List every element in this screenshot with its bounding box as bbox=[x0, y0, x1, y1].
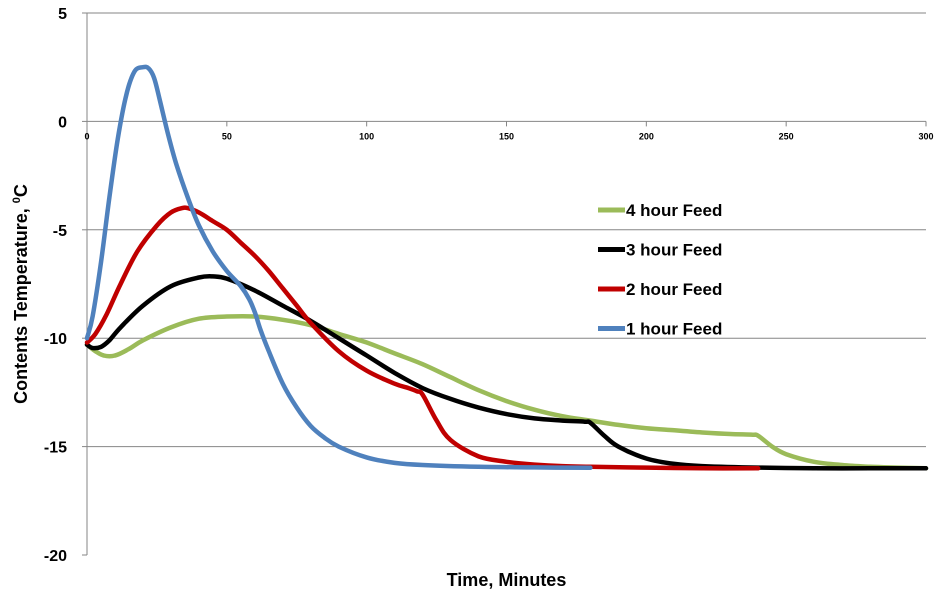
x-axis-title: Time, Minutes bbox=[447, 570, 567, 590]
y-axis-title: Contents Temperature, 0C bbox=[11, 184, 31, 404]
x-tick-label: 250 bbox=[779, 131, 794, 141]
y-axis-ticks: 5 0 -5 -10 -15 -20 bbox=[44, 6, 87, 565]
series-line-2 bbox=[84, 273, 929, 471]
series-line-1 bbox=[84, 313, 929, 471]
y-tick-label: -5 bbox=[53, 223, 67, 240]
x-tick-label: 100 bbox=[359, 131, 374, 141]
grid bbox=[87, 12, 926, 448]
legend-label: 3 hour Feed bbox=[626, 241, 722, 260]
x-tick-label: 150 bbox=[499, 131, 514, 141]
y-axis-title-main: Contents Temperature, bbox=[11, 203, 31, 404]
series-line-4 bbox=[84, 64, 593, 471]
x-tick-label: 0 bbox=[84, 131, 89, 141]
x-tick-label: 50 bbox=[222, 131, 232, 141]
y-axis-title-unit: C bbox=[11, 184, 31, 197]
y-tick-label: -20 bbox=[44, 548, 67, 565]
legend-label: 1 hour Feed bbox=[626, 320, 722, 339]
series-line-3 bbox=[84, 205, 761, 471]
legend-label: 2 hour Feed bbox=[626, 280, 722, 299]
x-axis-ticks: 0 50 100 150 200 250 300 bbox=[84, 121, 934, 141]
y-tick-label: 0 bbox=[58, 114, 67, 131]
legend-label: 4 hour Feed bbox=[626, 201, 722, 220]
y-axis-title-sup: 0 bbox=[11, 197, 23, 203]
x-tick-label: 300 bbox=[918, 131, 933, 141]
y-tick-label: 5 bbox=[58, 6, 67, 23]
x-tick-label: 200 bbox=[639, 131, 654, 141]
series-lines bbox=[84, 64, 929, 471]
y-tick-label: -15 bbox=[44, 440, 67, 457]
legend: 4 hour Feed 3 hour Feed 2 hour Feed 1 hour … bbox=[598, 201, 722, 339]
y-tick-label: -10 bbox=[44, 331, 67, 348]
